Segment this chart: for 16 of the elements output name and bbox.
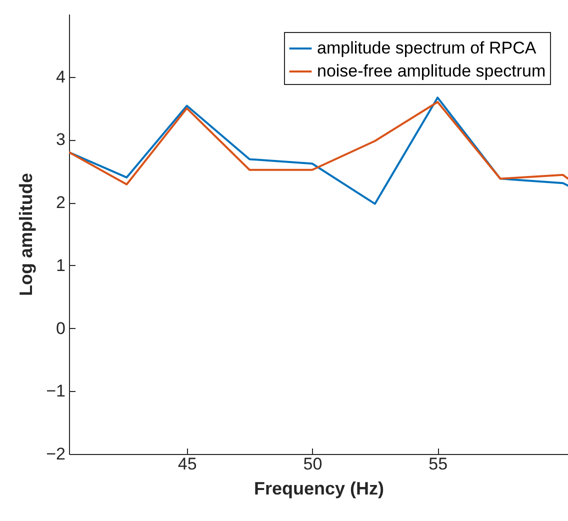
x-tick-label: 50 (303, 454, 322, 474)
legend-label: noise-free amplitude spectrum (317, 62, 546, 80)
y-tick-label: 2 (56, 193, 66, 212)
line-series (69, 96, 568, 205)
legend-label: amplitude spectrum of RPCA (317, 38, 537, 58)
x-axis-title: Frequency (Hz) (254, 478, 384, 498)
line-series (69, 101, 568, 186)
y-axis-title: Log amplitude (16, 173, 36, 296)
x-tick-label: 55 (428, 454, 448, 474)
y-tick-label: 4 (56, 67, 66, 86)
x-tick-label: 45 (178, 454, 197, 474)
y-tick-label: 1 (56, 256, 66, 275)
y-tick-label: 3 (56, 130, 66, 150)
y-tick-label: 0 (56, 318, 66, 338)
y-tick-label: −1 (46, 382, 66, 401)
y-tick-label: −2 (46, 444, 66, 464)
